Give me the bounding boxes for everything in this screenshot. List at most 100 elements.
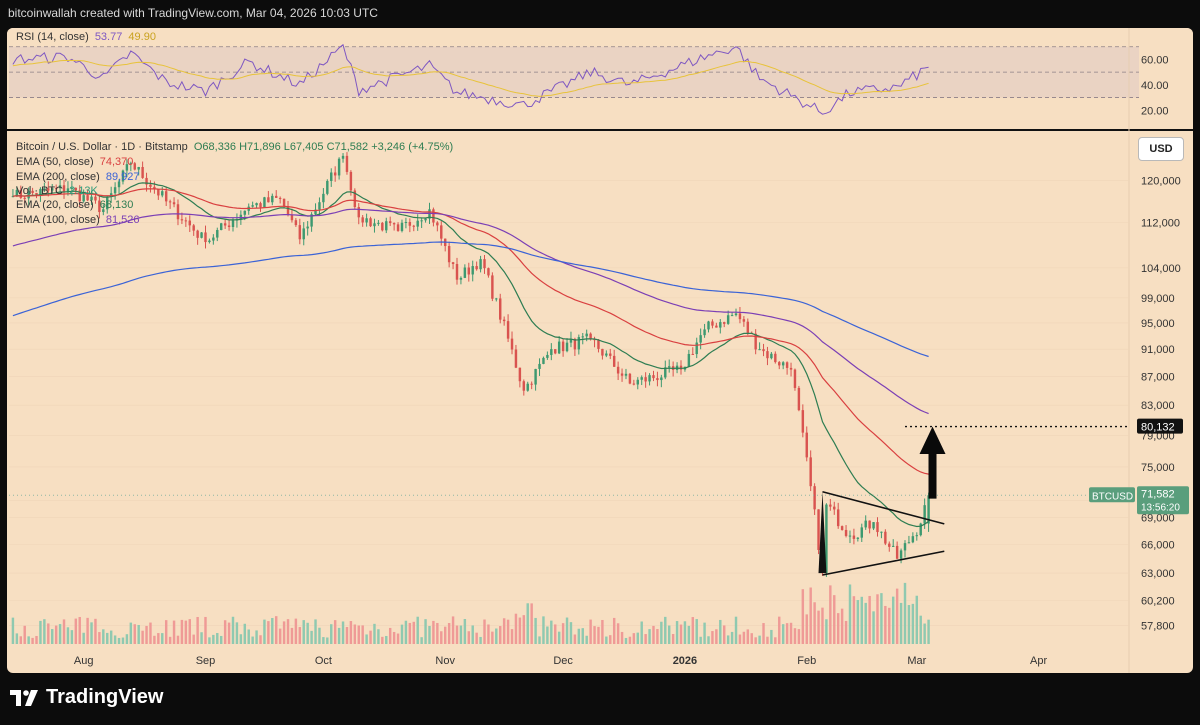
volume-bar	[620, 631, 624, 644]
volume-bar	[243, 623, 247, 644]
candle-body	[695, 342, 698, 355]
volume-bar	[577, 628, 581, 644]
volume-bar	[844, 620, 848, 644]
volume-bar	[636, 632, 639, 644]
volume-bar	[750, 633, 753, 644]
candle-body	[679, 365, 683, 370]
candle-body	[408, 221, 412, 226]
time-tick-label: Dec	[553, 655, 573, 667]
candle-body	[565, 342, 569, 352]
volume-bar	[656, 629, 659, 644]
volume-bar	[109, 630, 113, 644]
volume-bar	[125, 634, 129, 644]
volume-bar	[506, 619, 510, 644]
volume-bar	[208, 637, 211, 644]
candle-body	[605, 353, 608, 356]
candle-body	[785, 362, 789, 368]
volume-bar	[499, 626, 502, 644]
currency-button[interactable]: USD	[1138, 137, 1184, 161]
candle-body	[660, 377, 663, 381]
candle-body	[400, 222, 404, 231]
candle-body	[377, 222, 380, 224]
candle-body	[526, 383, 529, 391]
volume-bar	[412, 621, 415, 644]
volume-bar	[632, 633, 636, 644]
candle-body	[153, 186, 156, 190]
candle-body	[471, 266, 474, 275]
chart-panel[interactable]: 20.00 40.00 60.00 57,800 60,200 63,000 66,000 6…	[7, 28, 1193, 673]
candle-body	[294, 220, 298, 226]
candle-body	[267, 197, 270, 203]
price-tick-label: 95,000	[1141, 318, 1175, 330]
candle-body	[322, 193, 325, 203]
volume-bar	[145, 625, 148, 644]
candle-body	[829, 504, 832, 507]
volume-bar	[310, 630, 313, 644]
candle-body	[911, 536, 915, 543]
candle-body	[518, 367, 522, 382]
price-tick-label: 69,000	[1141, 513, 1175, 525]
volume-bar	[216, 633, 219, 644]
volume-bar	[255, 630, 258, 644]
candle-body	[510, 338, 514, 350]
candle-body	[844, 529, 848, 536]
volume-bar	[652, 625, 655, 644]
volume-bar	[451, 616, 455, 644]
volume-bar	[361, 625, 364, 644]
candle-body	[554, 349, 557, 354]
volume-bar	[715, 629, 718, 644]
volume-bar	[833, 595, 836, 644]
candle-body	[255, 203, 258, 206]
price-tick-label: 87,000	[1141, 372, 1175, 384]
volume-bar	[554, 624, 557, 644]
candle-body	[872, 522, 875, 529]
candle-body	[836, 509, 840, 527]
countdown-label: 13:56:20	[1141, 502, 1180, 513]
candle-body	[314, 209, 317, 215]
candle-body	[538, 363, 541, 369]
volume-bar	[719, 619, 722, 644]
volume-bar	[314, 619, 317, 644]
volume-bar	[133, 624, 136, 644]
volume-bar	[891, 596, 895, 644]
candle-body	[27, 190, 30, 199]
candle-body	[852, 535, 856, 539]
volume-bar	[66, 627, 70, 644]
volume-bar	[919, 615, 922, 644]
volume-bar	[813, 602, 816, 644]
volume-bar	[605, 636, 608, 644]
candle-body	[530, 383, 533, 385]
candle-body	[133, 163, 136, 170]
price-tick-label: 66,000	[1141, 540, 1175, 552]
volume-bar	[82, 632, 85, 644]
volume-bar	[561, 623, 565, 644]
candle-body	[475, 266, 478, 270]
price-tick-label: 104,000	[1141, 263, 1181, 275]
last-price-badge	[1137, 486, 1189, 515]
flagpole-arrow	[818, 491, 827, 574]
candle-body	[78, 190, 81, 202]
candle-body	[129, 163, 133, 165]
volume-bar	[628, 636, 632, 644]
candle-body	[636, 379, 639, 385]
price-chart[interactable]: 20.00 40.00 60.00 57,800 60,200 63,000 66,000 6…	[7, 28, 1193, 673]
volume-bar	[102, 629, 105, 644]
candle-body	[856, 537, 860, 539]
volume-bar	[475, 632, 478, 644]
candle-body	[149, 184, 152, 187]
candle-body	[176, 204, 180, 220]
volume-bar	[864, 602, 867, 644]
volume-bar	[502, 618, 506, 644]
volume-bar	[640, 621, 643, 644]
volume-bar	[408, 622, 412, 644]
candle-body	[361, 217, 364, 223]
volume-bar	[322, 637, 325, 644]
candle-body	[699, 335, 702, 343]
candle-body	[70, 187, 74, 189]
volume-bar	[711, 631, 714, 644]
candle-body	[54, 188, 58, 190]
volume-bar	[141, 630, 144, 644]
tradingview-brand[interactable]: TradingView	[10, 686, 163, 709]
candle-body	[82, 195, 85, 202]
candle-body	[365, 218, 368, 223]
